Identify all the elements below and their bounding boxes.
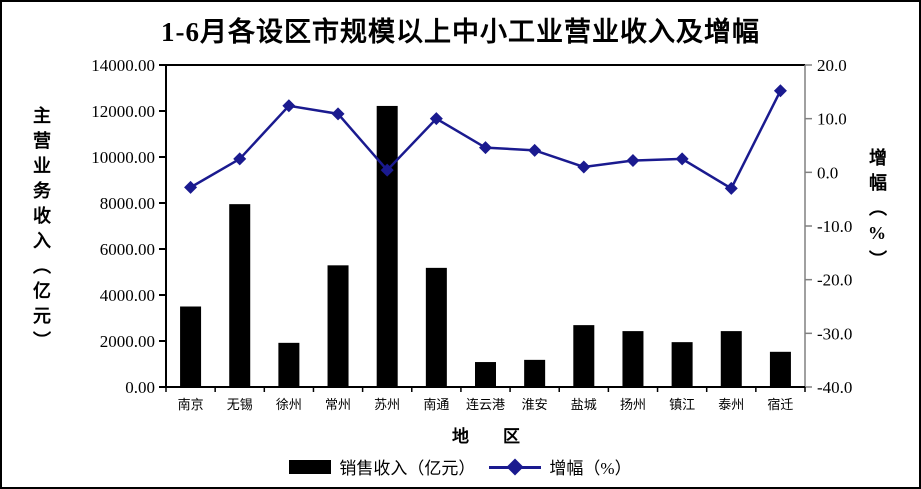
line-point-无锡 — [233, 152, 247, 166]
bar-淮安 — [524, 359, 546, 387]
right-axis-title: 增幅（%） — [867, 148, 887, 275]
line-point-淮安 — [528, 143, 542, 157]
legend-label-revenue: 销售收入（亿元） — [339, 459, 476, 478]
bar-swatch-icon — [289, 459, 332, 474]
right-tick-label: 20.0 — [817, 56, 847, 75]
line-point-宿迁 — [773, 84, 787, 98]
x-category-label: 南京 — [178, 397, 204, 412]
chart-title: 1-6月各设区市规模以上中小工业营业收入及增幅 — [161, 17, 760, 47]
right-tick-label: -30.0 — [817, 324, 852, 343]
bar-扬州 — [622, 331, 644, 387]
bar-无锡 — [229, 204, 251, 387]
line-point-南通 — [429, 112, 443, 126]
bar-常州 — [327, 265, 349, 387]
right-tick-label: 10.0 — [817, 110, 847, 129]
bar-连云港 — [475, 362, 496, 387]
right-tick-label: -40.0 — [817, 378, 852, 397]
diamond-marker-icon — [506, 458, 524, 475]
x-category-label: 常州 — [325, 397, 351, 412]
line-diamond-swatch-icon — [489, 458, 542, 475]
growth-line — [189, 90, 782, 191]
bar-盐城 — [573, 325, 595, 387]
legend-label-growth: 增幅（%） — [549, 459, 632, 478]
bar-徐州 — [278, 342, 300, 387]
left-tick-label: 4000.00 — [100, 286, 155, 305]
left-axis-title: 主营业务收入（亿元） — [31, 106, 51, 356]
line-point-扬州 — [626, 154, 640, 168]
x-category-label: 无锡 — [227, 397, 253, 412]
bar-南京 — [180, 306, 202, 387]
x-category-label: 泰州 — [718, 397, 744, 412]
bar-镇江 — [671, 342, 693, 387]
left-tick-label: 14000.00 — [91, 56, 155, 75]
legend: 销售收入（亿元） 增幅（%） — [2, 454, 919, 479]
x-category-label: 南通 — [423, 397, 449, 412]
line-point-泰州 — [724, 181, 738, 195]
line-point-连云港 — [479, 141, 492, 155]
x-category-label: 盐城 — [571, 397, 597, 412]
bar-苏州 — [376, 105, 398, 387]
x-category-label: 宿迁 — [767, 397, 793, 412]
line-point-南京 — [184, 180, 198, 194]
bar-宿迁 — [769, 351, 791, 387]
right-tick-label: 0.0 — [817, 163, 838, 182]
x-category-label: 淮安 — [522, 397, 548, 412]
x-category-label: 扬州 — [620, 397, 646, 412]
right-tick-label: -20.0 — [817, 271, 852, 290]
left-tick-label: 2000.00 — [100, 332, 155, 351]
x-category-label: 连云港 — [466, 397, 505, 412]
line-point-徐州 — [282, 99, 296, 113]
left-tick-label: 6000.00 — [100, 240, 155, 259]
line-point-常州 — [331, 107, 345, 121]
legend-item-revenue: 销售收入（亿元） — [289, 454, 475, 479]
x-category-label: 徐州 — [276, 397, 302, 412]
left-tick-label: 12000.00 — [91, 102, 155, 121]
bar-南通 — [425, 267, 447, 387]
x-axis-title: 地 区 — [452, 427, 520, 446]
left-tick-label: 8000.00 — [100, 194, 155, 213]
left-tick-label: 0.00 — [125, 378, 155, 397]
bar-泰州 — [720, 331, 742, 387]
line-point-镇江 — [675, 152, 689, 166]
left-tick-label: 10000.00 — [91, 148, 155, 167]
legend-item-growth: 增幅（%） — [489, 454, 632, 479]
right-tick-label: -10.0 — [817, 217, 852, 236]
x-category-label: 镇江 — [669, 397, 695, 412]
line-point-苏州 — [380, 163, 394, 177]
x-category-label: 苏州 — [374, 397, 400, 412]
line-point-盐城 — [577, 160, 591, 174]
